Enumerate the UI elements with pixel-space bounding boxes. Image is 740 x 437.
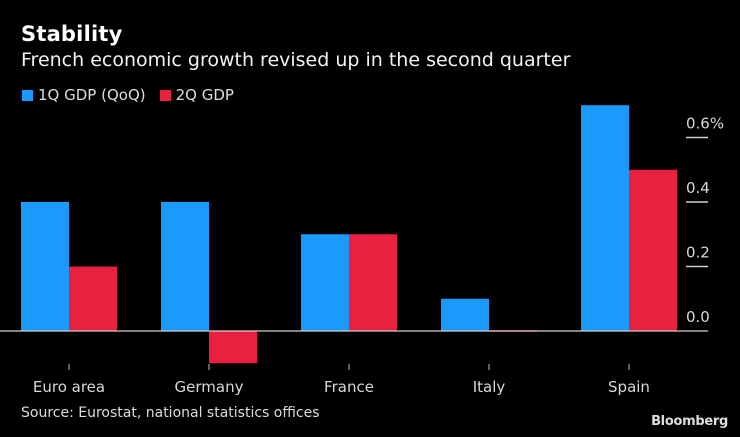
legend-label-1q: 1Q GDP (QoQ): [38, 86, 146, 104]
bar-1q-spain: [581, 105, 629, 331]
x-tick-label: Germany: [175, 378, 244, 396]
chart-subtitle: French economic growth revised up in the…: [21, 49, 571, 71]
legend: 1Q GDP (QoQ) 2Q GDP: [22, 86, 248, 104]
bar-1q-germany: [161, 202, 209, 331]
y-tick-label: 0.6%: [686, 115, 724, 133]
y-tick-label: 0.2: [686, 244, 710, 262]
bar-2q-euro-area: [69, 266, 117, 331]
bar-2q-spain: [629, 169, 677, 331]
legend-swatch-1q: [22, 89, 33, 101]
bar-2q-germany: [209, 331, 257, 364]
source-note: Source: Eurostat, national statistics of…: [21, 405, 320, 421]
bar-1q-euro-area: [21, 202, 69, 331]
legend-item-1q: 1Q GDP (QoQ): [22, 86, 146, 104]
x-tick-label: Spain: [608, 378, 650, 396]
x-tick-label: Italy: [473, 378, 506, 396]
legend-item-2q: 2Q GDP: [159, 86, 234, 104]
legend-swatch-2q: [159, 89, 171, 101]
y-tick-label: 0.4: [686, 179, 710, 197]
bar-2q-france: [349, 234, 397, 331]
legend-label-2q: 2Q GDP: [175, 86, 234, 104]
bloomberg-logo: Bloomberg: [651, 414, 728, 429]
chart-title: Stability: [21, 22, 123, 46]
x-tick-label: Euro area: [33, 378, 105, 396]
y-tick-label: 0.0: [686, 308, 710, 326]
x-tick-label: France: [324, 378, 374, 396]
bar-1q-france: [301, 234, 349, 331]
bar-1q-italy: [441, 298, 489, 331]
